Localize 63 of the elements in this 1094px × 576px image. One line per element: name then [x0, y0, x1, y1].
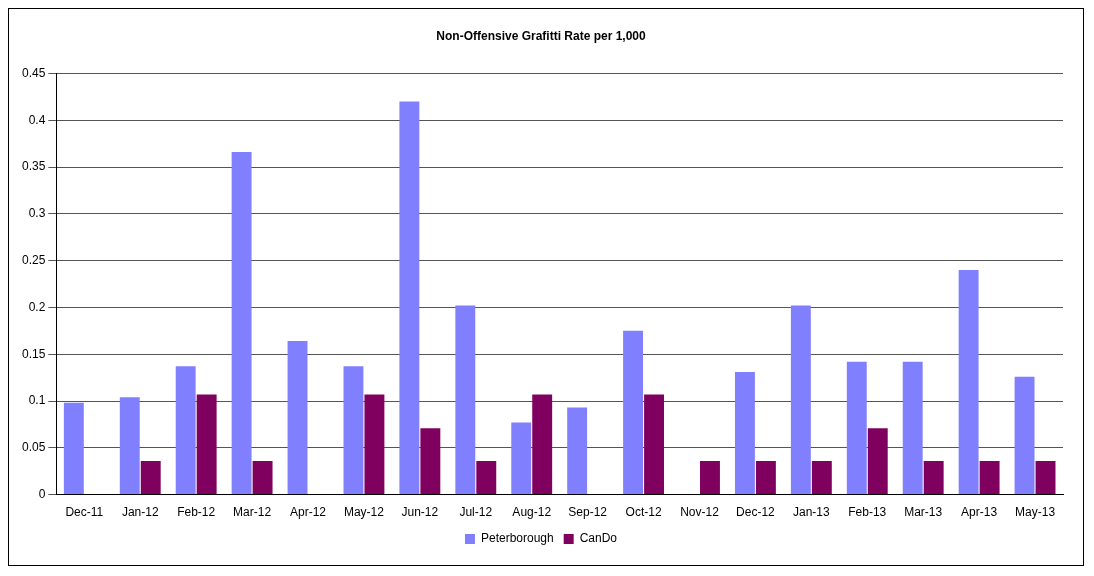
bar — [175, 366, 196, 495]
chart-title: Non-Offensive Grafitti Rate per 1,000 — [436, 28, 647, 43]
x-tick-label: Apr-12 — [290, 505, 327, 520]
bar — [63, 402, 84, 495]
bar — [846, 361, 867, 495]
x-tick-label: Mar-13 — [904, 505, 943, 520]
bar — [420, 428, 441, 495]
x-tick-label: Apr-13 — [961, 505, 998, 520]
bar — [867, 428, 888, 495]
y-tick-label: 0.45 — [22, 65, 46, 80]
bar — [902, 361, 923, 495]
bar — [790, 305, 811, 495]
bar — [140, 460, 161, 495]
bar — [755, 460, 776, 495]
bar — [399, 101, 420, 495]
x-tick-label: Feb-13 — [848, 505, 887, 520]
bar — [119, 397, 140, 495]
legend-label: CanDo — [579, 531, 618, 546]
bar — [511, 422, 532, 495]
bar — [623, 330, 644, 495]
bar — [364, 394, 385, 495]
x-tick-label: Jan-12 — [121, 505, 159, 520]
x-tick-label: Dec-11 — [65, 505, 104, 520]
y-tick-label: 0.05 — [22, 440, 46, 455]
x-tick-label: Jun-12 — [401, 505, 439, 520]
bar — [252, 460, 273, 495]
x-tick-label: Dec-12 — [736, 505, 776, 520]
x-tick-label: May-13 — [1015, 505, 1056, 520]
y-tick-label: 0.15 — [22, 346, 46, 361]
x-tick-label: Jul-12 — [459, 505, 493, 520]
x-tick-label: Sep-12 — [568, 505, 608, 520]
y-tick-label: 0.1 — [28, 393, 46, 408]
y-tick-label: 0.4 — [28, 112, 46, 127]
x-tick-label: Aug-12 — [512, 505, 552, 520]
bar — [231, 152, 252, 495]
bar — [343, 366, 364, 495]
x-tick-label: Nov-12 — [680, 505, 720, 520]
bar — [567, 407, 588, 495]
y-tick-label: 0.2 — [28, 299, 46, 314]
y-tick-label: 0.35 — [22, 159, 46, 174]
bar — [196, 394, 217, 495]
x-tick-label: Feb-12 — [177, 505, 216, 520]
bar — [700, 460, 720, 495]
y-tick-label: 0.3 — [28, 206, 46, 221]
legend-label: Peterborough — [480, 531, 554, 546]
bar — [958, 269, 979, 495]
bar — [455, 305, 476, 495]
bar — [287, 341, 308, 495]
bar — [532, 394, 553, 495]
y-tick-label: 0.25 — [22, 252, 46, 267]
bar — [979, 460, 1000, 495]
bar — [734, 371, 755, 495]
bar — [476, 460, 497, 495]
x-tick-label: Mar-12 — [233, 505, 272, 520]
bar — [923, 460, 944, 495]
bar — [644, 394, 665, 495]
y-tick-label: 0 — [38, 486, 46, 501]
bar — [1035, 460, 1056, 495]
x-tick-label: May-12 — [343, 505, 385, 520]
x-tick-label: Oct-12 — [625, 505, 662, 520]
x-tick-label: Jan-13 — [792, 505, 830, 520]
bar — [811, 460, 832, 495]
bar — [1014, 376, 1035, 495]
